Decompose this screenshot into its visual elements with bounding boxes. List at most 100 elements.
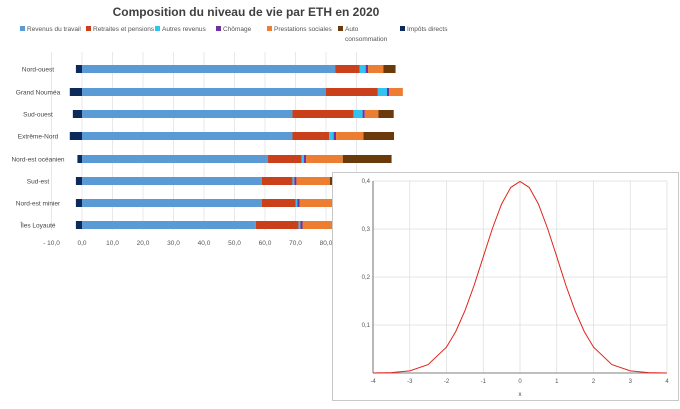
category-labels: Nord-ouest Grand Nouméa Sud-ouest Extrême-N… (11, 67, 64, 230)
x-tick-label: 80,0 (320, 240, 333, 247)
bar-segment (342, 155, 392, 163)
curve-x-tick-label: -1 (481, 379, 487, 385)
x-tick-label: 10,0 (106, 240, 119, 247)
bar-segment (292, 110, 354, 118)
density-curve-chart: -4 -3 -2 -1 0 1 2 3 4 0,1 0,2 0,3 0,4 x (362, 179, 670, 398)
bar-segment (301, 155, 305, 163)
category-label: Nord-est minier (16, 201, 61, 208)
curve-x-tick-label: 4 (665, 379, 669, 385)
bar-segment (304, 155, 307, 163)
bar-segment (255, 221, 299, 229)
x-tick-label: - 10,0 (43, 240, 60, 247)
legend-label-line: Auto (345, 26, 359, 33)
bar-segment (377, 88, 387, 96)
bar-segment (75, 199, 82, 207)
bar-segment (335, 65, 360, 73)
x-tick-label: 50,0 (228, 240, 241, 247)
x-tick-label: 40,0 (198, 240, 211, 247)
category-label: Nord-est océanien (11, 157, 64, 164)
density-curve-panel: -4 -3 -2 -1 0 1 2 3 4 0,1 0,2 0,3 0,4 x (332, 172, 679, 401)
bar-segment (72, 110, 82, 118)
bar-segment (294, 177, 297, 185)
bar-segment (365, 65, 369, 73)
legend-swatch (338, 26, 343, 31)
curve-axes (372, 181, 667, 374)
bar-segment (353, 110, 363, 118)
bar-segment (292, 132, 330, 140)
curve-x-tick-label: 0 (518, 379, 522, 385)
curve-x-tick-label: -3 (407, 379, 413, 385)
bar-segment (378, 110, 394, 118)
bar-segment (268, 155, 302, 163)
bar-segment (82, 199, 262, 207)
bar-segment (298, 221, 301, 229)
bar-segment (292, 177, 295, 185)
bar-segment (362, 110, 365, 118)
legend-swatch (400, 26, 405, 31)
legend-swatch (86, 26, 91, 31)
legend-swatch (155, 26, 160, 31)
bar-segment (359, 65, 366, 73)
curve-x-axis-label: x (519, 392, 522, 398)
curve-x-tick-label: -2 (444, 379, 450, 385)
bar-segment (383, 65, 396, 73)
category-label: Îles Loyauté (19, 221, 55, 230)
bar-segment (82, 110, 293, 118)
bar-segment (82, 88, 326, 96)
curve-x-tick-label: 3 (629, 379, 633, 385)
curve-gridlines (372, 180, 668, 373)
legend-swatch (216, 26, 221, 31)
x-tick-labels: - 10,0 0,0 10,0 20,0 30,0 40,0 50,0 60,0 70,0 80,… (43, 240, 363, 247)
bar-segment (297, 199, 300, 207)
bar-segment (302, 221, 349, 229)
bar-segment (261, 177, 293, 185)
legend-label: Revenus du travail (27, 26, 81, 33)
legend-label: Impôts directs (407, 26, 448, 33)
bar-segment (82, 132, 293, 140)
bar-segment (326, 88, 378, 96)
legend-label: Auto consommation (345, 26, 388, 43)
bar-segment (82, 177, 262, 185)
category-label: Extrême-Nord (18, 134, 59, 141)
x-tick-label: 60,0 (259, 240, 272, 247)
bar-segment (299, 199, 337, 207)
bar-segment (75, 177, 82, 185)
bar-segment (82, 155, 269, 163)
curve-x-tick-label: 1 (555, 379, 559, 385)
curve-y-tick-label: 0,3 (362, 227, 371, 233)
bar-segment (387, 88, 390, 96)
category-label: Sud-ouest (23, 112, 53, 119)
bar-segment (389, 88, 403, 96)
legend-label: Autres revenus (162, 26, 206, 33)
curve-x-tick-label: -4 (370, 379, 376, 385)
density-curve-line (372, 180, 668, 374)
bar-segment (69, 88, 82, 96)
bar-segment (77, 155, 82, 163)
legend-label: Chômage (223, 26, 252, 33)
bar-segment (336, 132, 364, 140)
curve-tick-labels: -4 -3 -2 -1 0 1 2 3 4 0,1 0,2 0,3 0,4 (362, 179, 670, 385)
bar-segment (306, 155, 343, 163)
chart-title: Composition du niveau de vie par ETH en … (113, 5, 380, 19)
curve-x-tick-label: 2 (592, 379, 596, 385)
legend-label-line: consommation (345, 36, 388, 43)
curve-y-tick-label: 0,1 (362, 323, 371, 329)
bar-segment (295, 199, 298, 207)
curve-y-tick-label: 0,4 (362, 179, 371, 185)
category-label: Nord-ouest (22, 67, 54, 74)
x-tick-label: 20,0 (137, 240, 150, 247)
curve-y-tick-label: 0,2 (362, 275, 371, 281)
bar-segment (329, 132, 334, 140)
bar-segment (261, 199, 296, 207)
bar-segment (82, 221, 256, 229)
bar-segment (82, 65, 336, 73)
legend-swatch (267, 26, 272, 31)
legend-label: Retraites et pensions (93, 26, 155, 33)
legend-swatch (20, 26, 25, 31)
bar-segment (300, 221, 303, 229)
bar-segment (75, 221, 82, 229)
bar-segment (69, 132, 82, 140)
bar-segment (296, 177, 330, 185)
bar-segment (363, 132, 395, 140)
